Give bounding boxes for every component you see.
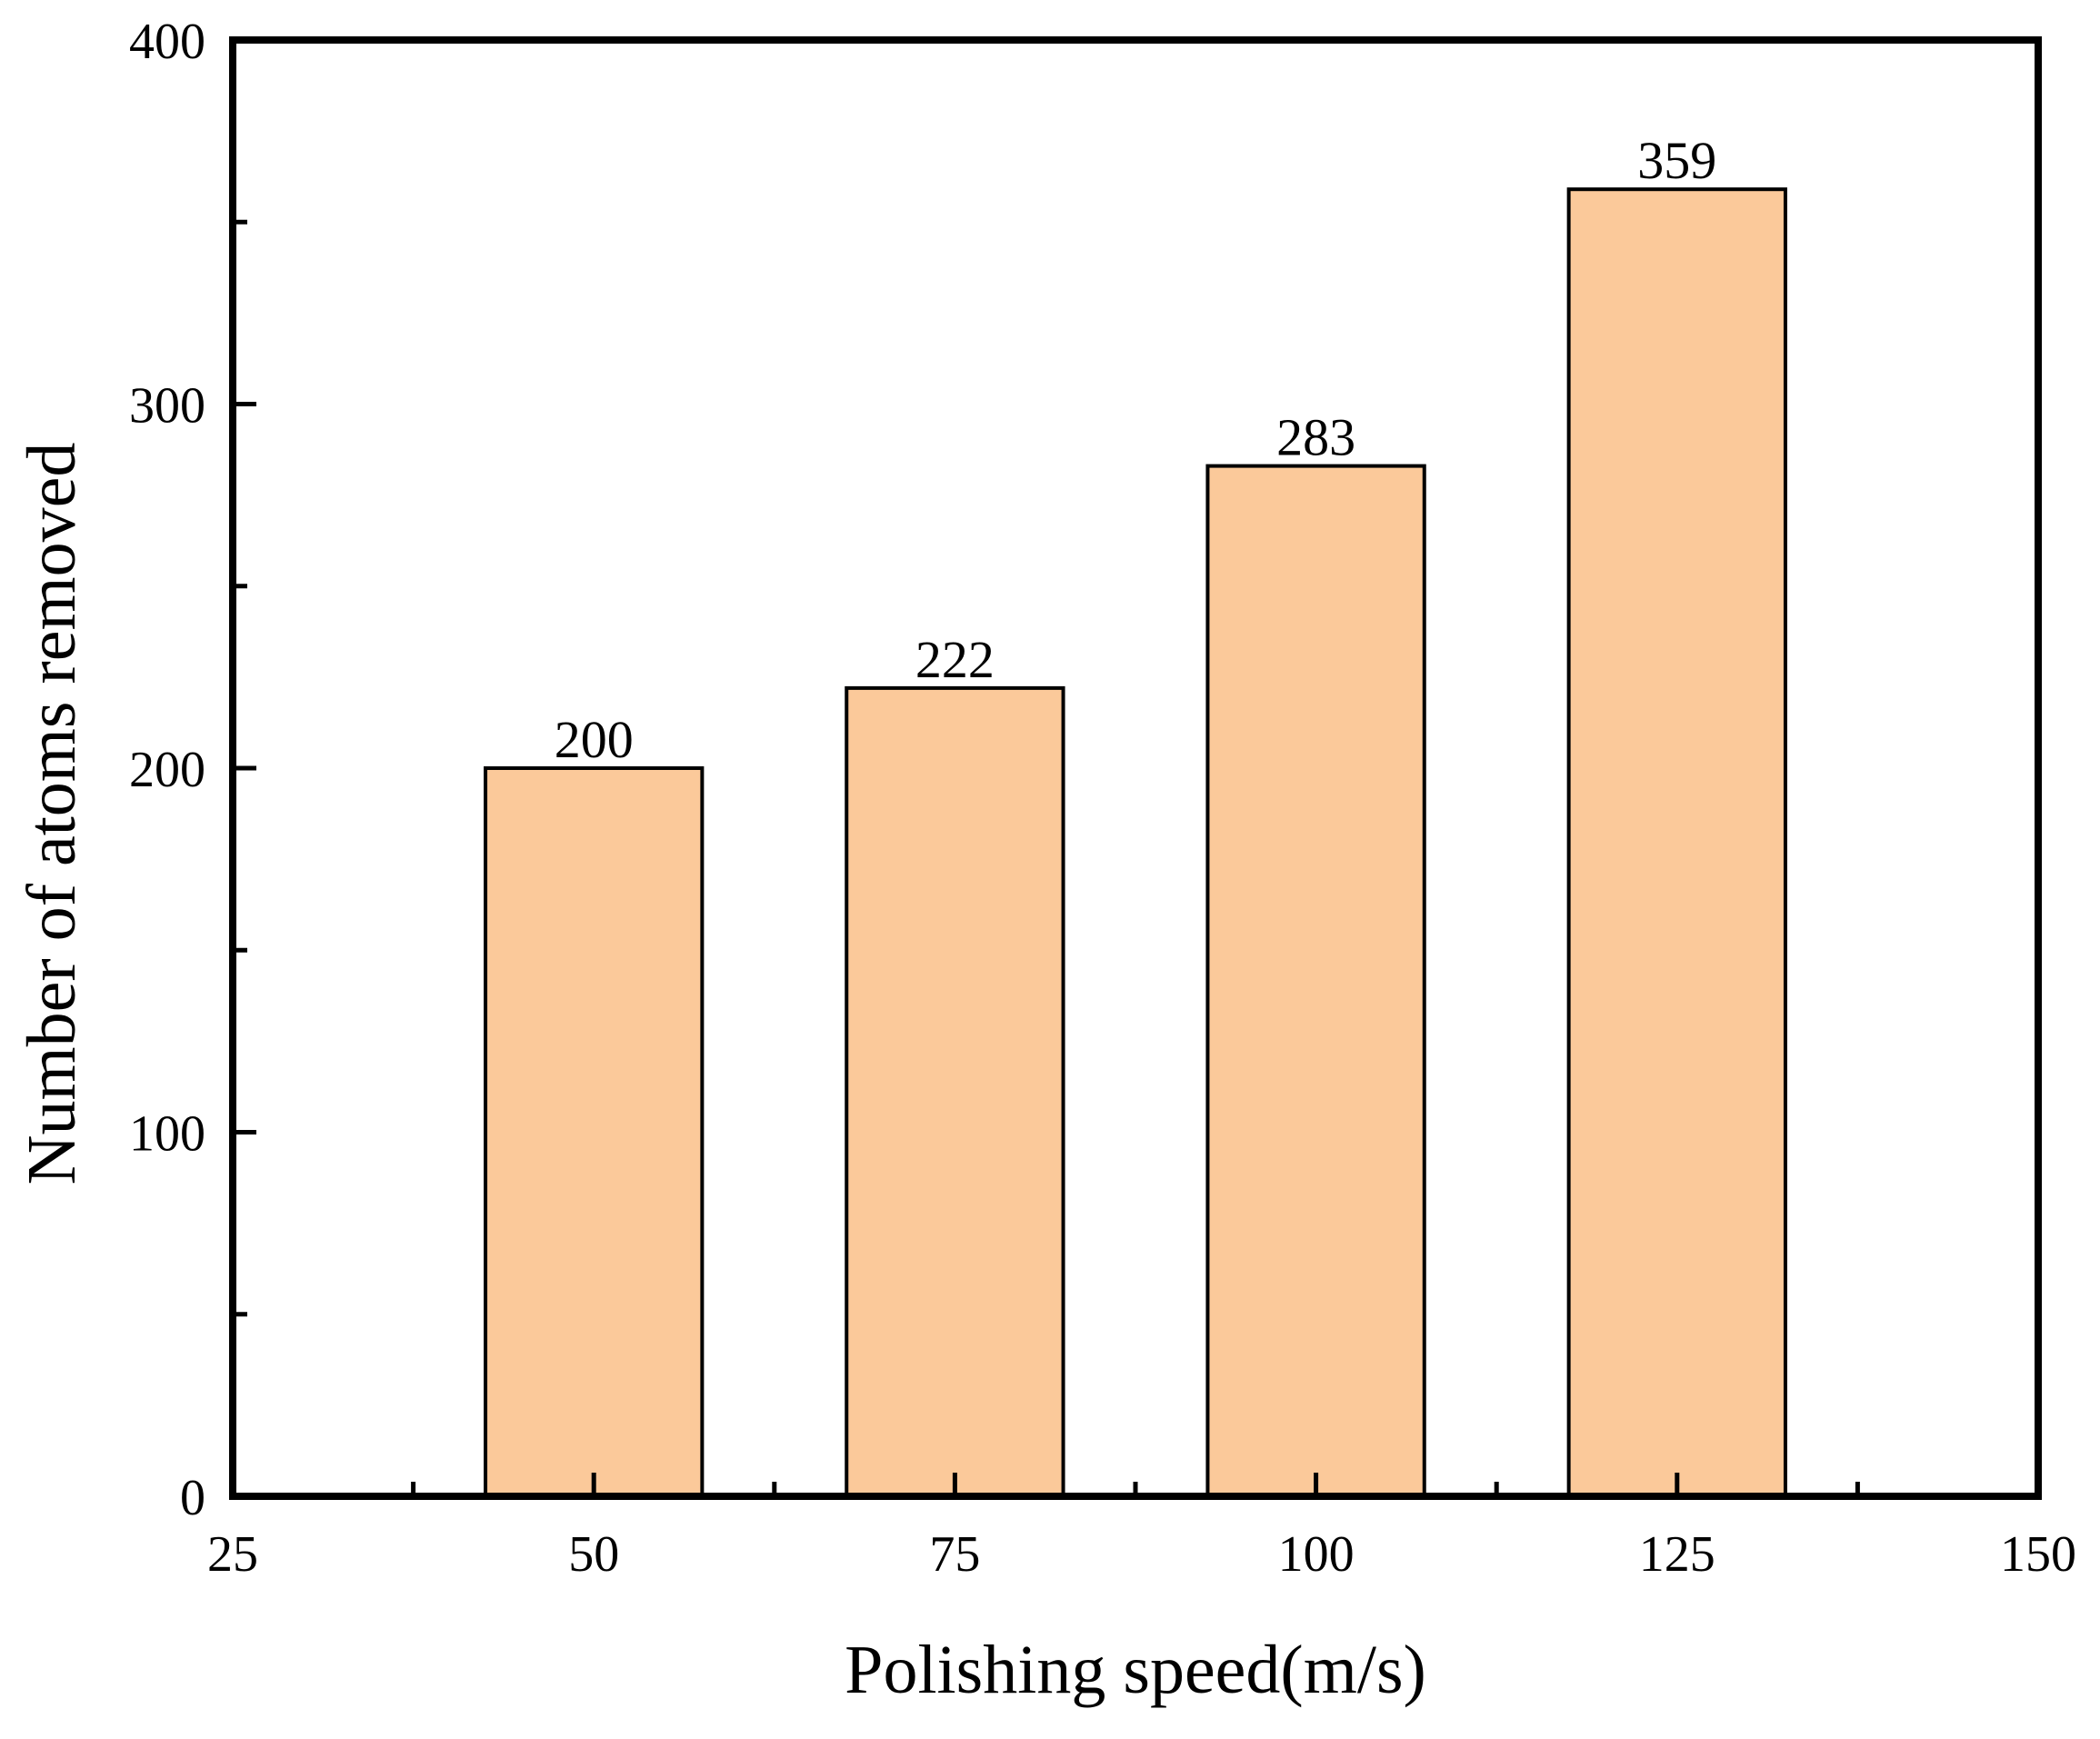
data-label-75: 222: [915, 630, 995, 689]
y-tick-label: 100: [129, 1106, 205, 1163]
bar-125: [1566, 187, 1787, 1499]
bar-50: [484, 766, 705, 1498]
bars: [484, 187, 1787, 1499]
y-tick-label: 400: [129, 14, 205, 70]
x-tick-label: 100: [1278, 1526, 1355, 1583]
data-labels: 200 222 283 359: [555, 131, 1717, 769]
plot-area-frame: [229, 36, 2042, 1500]
y-tick-label: 0: [180, 1470, 205, 1526]
x-tick-label: 125: [1639, 1526, 1715, 1583]
y-axis-title: Number of atoms removed: [14, 443, 90, 1185]
x-tick-label: 50: [568, 1526, 619, 1583]
x-tick-label: 75: [929, 1526, 980, 1583]
data-label-50: 200: [555, 710, 634, 769]
tick-labels: 25 50 75 100 125 150 0 100 200 300 400: [129, 14, 2076, 1583]
data-label-125: 359: [1637, 131, 1716, 190]
bar-75: [845, 685, 1065, 1498]
x-tick-label: 150: [2000, 1526, 2076, 1583]
x-tick-label: 25: [207, 1526, 258, 1583]
bar-100: [1205, 464, 1426, 1499]
y-tick-label: 200: [129, 742, 205, 798]
x-axis-title: Polishing speed(m/s): [845, 1632, 1426, 1708]
data-label-100: 283: [1276, 408, 1355, 467]
y-tick-label: 300: [129, 378, 205, 435]
